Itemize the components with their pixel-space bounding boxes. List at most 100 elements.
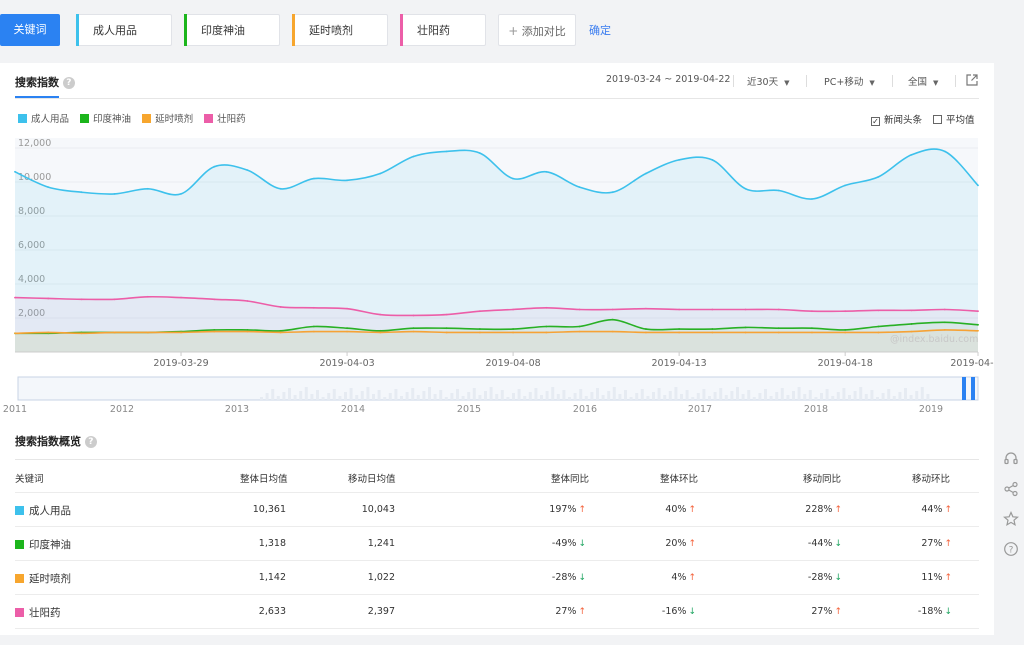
data-point[interactable] [279,329,282,332]
data-point[interactable] [678,328,681,330]
data-point[interactable] [213,165,216,168]
data-point[interactable] [445,327,448,330]
data-point[interactable] [811,198,813,200]
data-point[interactable] [977,184,979,187]
data-point[interactable] [346,307,348,310]
help-icon[interactable]: ? [84,436,97,448]
data-point[interactable] [80,332,83,335]
favorite-button[interactable] [1000,504,1022,534]
data-point[interactable] [777,327,780,330]
data-point[interactable] [512,177,515,180]
data-point[interactable] [744,308,747,311]
data-point[interactable] [14,332,16,335]
data-point[interactable] [412,330,415,333]
data-point[interactable] [412,155,415,158]
data-point[interactable] [246,169,249,171]
data-point[interactable] [811,310,813,313]
panel-tab-search-index[interactable]: 搜索指数 ? [15,74,75,90]
data-point[interactable] [611,318,614,321]
data-point[interactable] [213,329,216,331]
data-point[interactable] [711,308,714,311]
data-point[interactable] [478,152,481,154]
news-checkbox[interactable]: ✓ 新闻头条 [871,112,922,126]
data-point[interactable] [877,309,880,312]
data-point[interactable] [777,308,780,311]
legend-item[interactable]: 延时喷剂 [142,111,193,125]
data-point[interactable] [877,331,880,334]
data-point[interactable] [47,331,50,334]
data-point[interactable] [545,325,548,328]
data-point[interactable] [478,310,481,313]
data-point[interactable] [943,329,946,331]
data-point[interactable] [645,307,647,310]
data-point[interactable] [645,331,647,334]
data-point[interactable] [977,323,979,326]
data-point[interactable] [412,314,415,317]
data-point[interactable] [213,330,216,333]
data-point[interactable] [279,187,282,190]
data-point[interactable] [346,179,348,182]
data-point[interactable] [578,330,581,333]
keyword-chip-2[interactable]: 印度神油 [184,14,280,46]
series-line[interactable] [14,148,979,200]
data-point[interactable] [445,331,448,334]
data-point[interactable] [545,331,548,334]
external-link-icon[interactable] [966,74,978,86]
data-point[interactable] [312,306,315,309]
series-line[interactable] [14,329,979,335]
data-point[interactable] [379,313,382,316]
data-point[interactable] [744,331,747,334]
data-point[interactable] [146,295,149,298]
data-point[interactable] [146,187,149,190]
data-point[interactable] [811,327,813,330]
data-point[interactable] [711,328,714,330]
data-point[interactable] [14,170,16,173]
data-point[interactable] [678,159,681,161]
data-point[interactable] [246,329,249,331]
data-point[interactable] [512,308,515,311]
data-point[interactable] [777,189,780,192]
keyword-chip-4[interactable]: 壮阳药 [400,14,486,46]
help-button[interactable]: ? [1000,534,1022,564]
data-point[interactable] [312,177,315,180]
region-select[interactable]: 全国 ▼ [908,74,938,88]
data-point[interactable] [14,296,16,299]
avg-checkbox[interactable]: 平均值 [933,112,975,126]
data-point[interactable] [180,296,182,299]
data-point[interactable] [844,331,847,334]
data-point[interactable] [844,310,847,313]
data-point[interactable] [47,186,50,188]
data-point[interactable] [678,308,681,311]
series-line[interactable] [14,295,979,317]
data-point[interactable] [578,308,581,311]
data-point[interactable] [478,331,481,334]
data-point[interactable] [578,186,581,188]
data-point[interactable] [246,330,249,333]
keyword-chip-1[interactable]: 成人用品 [76,14,172,46]
data-point[interactable] [645,172,647,175]
data-point[interactable] [943,308,946,311]
data-point[interactable] [246,300,249,302]
data-point[interactable] [744,187,747,190]
data-point[interactable] [611,308,614,311]
data-point[interactable] [80,191,83,194]
data-point[interactable] [943,321,946,324]
legend-item[interactable]: 成人用品 [18,111,69,125]
data-point[interactable] [180,331,182,334]
period-select[interactable]: 近30天 ▼ [747,74,789,88]
data-point[interactable] [379,331,382,334]
data-point[interactable] [910,323,913,325]
data-point[interactable] [744,326,747,329]
data-point[interactable] [943,150,946,153]
data-point[interactable] [146,331,149,334]
data-point[interactable] [977,310,979,313]
keyword-label[interactable]: 关键词 [0,14,60,46]
data-point[interactable] [910,330,913,333]
data-point[interactable] [711,159,714,161]
data-point[interactable] [811,331,813,334]
add-compare-button[interactable]: + 添加对比 [498,14,576,46]
data-point[interactable] [478,328,481,330]
confirm-button[interactable]: 确定 [589,24,611,37]
data-point[interactable] [213,298,216,301]
data-point[interactable] [910,153,913,156]
